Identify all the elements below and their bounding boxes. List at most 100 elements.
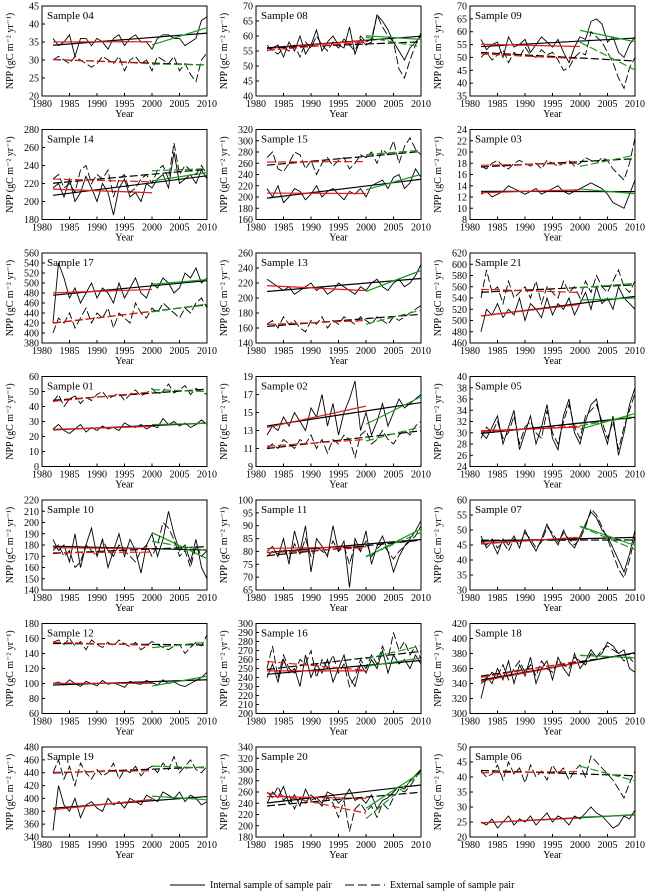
y-tick-label: 20 [29,432,39,443]
y-tick-label: 24 [457,462,467,473]
x-tick-label: 1985 [274,99,294,110]
x-tick-label: 1995 [115,470,135,481]
y-tick-label: 30 [457,428,467,439]
x-axis-label: Year [115,480,134,491]
trend-late-line [151,675,207,687]
panel-data [480,137,635,209]
x-tick-label: 1985 [488,717,508,728]
x-tick-label: 2010 [625,470,645,481]
x-tick-label: 1985 [60,840,80,851]
x-axis-label: Year [543,850,562,861]
y-tick-label: 40 [457,773,467,784]
series-external-line [266,13,421,80]
y-axis-label: NPP (gC m⁻² yr⁻¹) [219,260,230,336]
x-tick-label: 1990 [301,593,321,604]
y-tick-label: 260 [238,788,253,799]
y-tick-label: 480 [24,743,39,754]
trend-early-line [52,551,153,554]
x-tick-label: 1995 [329,223,349,234]
y-tick-label: 160 [238,215,253,226]
y-tick-label: 16 [457,170,467,181]
x-tick-label: 1990 [301,840,321,851]
y-tick-label: 40 [29,20,39,31]
panel-title: Sample 06 [475,751,522,763]
panel-title: Sample 07 [475,504,522,516]
y-axis-label: NPP (gC m⁻² yr⁻¹) [219,754,230,830]
panel-1: 1980 1985 1990 1995 2000 2005 2010 20 25 30 35 40 45… [5,2,217,121]
trend-early-line [266,792,367,814]
trend-late-line [365,771,421,820]
y-tick-label: 24 [457,125,467,136]
y-tick-label: 150 [24,574,39,585]
x-tick-label: 2005 [384,593,404,604]
y-tick-label: 60 [457,27,467,38]
x-tick-label: 1990 [301,470,321,481]
series-internal-line [266,519,421,588]
trend-late-line [151,168,207,172]
trend-late-line [151,422,207,426]
y-tick-label: 420 [24,781,39,792]
y-tick-label: 340 [238,743,253,754]
panel-17: 1980 1985 1990 1995 2000 2005 2010 200210220230… [219,619,431,738]
y-tick-label: 180 [24,619,39,630]
panel-data [266,380,421,460]
panel-16: 1980 1985 1990 1995 2000 2005 2010 60 80 100 120 14… [5,619,217,738]
y-tick-label: 260 [24,143,39,154]
x-tick-label: 1985 [60,346,80,357]
y-axis-label: NPP (gC m⁻² yr⁻¹) [5,136,16,212]
trend-late-line [151,26,207,46]
trend-full-line [52,795,207,809]
trend-early-line [52,178,153,183]
panel-data [52,142,207,216]
panel-19: 1980 1985 1990 1995 2000 2005 2010 340 360 380 400… [5,743,217,862]
x-axis-label: Year [115,727,134,738]
x-tick-label: 1985 [488,840,508,851]
panel-data [52,262,207,334]
x-tick-label: 1990 [301,717,321,728]
y-tick-label: 540 [452,294,467,305]
x-tick-label: 2005 [384,99,404,110]
panel-title: Sample 16 [261,628,308,640]
trend-early-line [266,547,367,554]
x-tick-label: 1985 [60,717,80,728]
x-axis-label: Year [543,356,562,367]
y-tick-label: 50 [457,53,467,64]
panel-12: 1980 1985 1990 1995 2000 2005 2010 242628303234… [433,372,645,491]
x-tick-label: 2010 [625,99,645,110]
series-external-line [480,30,635,90]
y-tick-label: 28 [457,440,467,451]
y-tick-label: 240 [238,170,253,181]
trend-late-line [365,771,421,809]
y-tick-label: 30 [457,803,467,814]
panel-10: 1980 1985 1990 1995 2000 2005 2010 0 10 20 30 40 50 6… [5,372,217,491]
panel-data [52,16,207,83]
y-tick-label: 40 [457,556,467,567]
panel-5: 1980 1985 1990 1995 2000 2005 2010 160180200220… [219,125,431,244]
y-tick-label: 95 [243,508,253,519]
y-tick-label: 400 [24,329,39,340]
y-axis-label: NPP (gC m⁻² yr⁻¹) [433,136,444,212]
x-tick-label: 1995 [543,593,563,604]
x-tick-label: 1990 [87,223,107,234]
y-tick-label: 200 [238,821,253,832]
x-tick-label: 1980 [246,99,266,110]
x-tick-label: 2000 [356,470,376,481]
panel-20: 1980 1985 1990 1995 2000 2005 2010 180200220240… [219,743,431,862]
x-tick-label: 2005 [170,223,190,234]
panel-title: Sample 11 [261,504,307,516]
x-axis-label: Year [543,109,562,120]
x-axis-label: Year [329,233,348,244]
y-axis-label: NPP (gC m⁻² yr⁻¹) [433,13,444,89]
panel-title: Sample 01 [47,381,94,393]
y-tick-label: 580 [452,271,467,282]
x-tick-label: 2000 [570,223,590,234]
panel-title: Sample 05 [475,381,522,393]
trend-late-line [579,525,635,551]
trend-late-line [365,269,421,292]
x-tick-label: 1985 [488,346,508,357]
x-tick-label: 2010 [411,593,431,604]
panel-title: Sample 12 [47,628,94,640]
trend-late-line [365,528,421,558]
panel-title: Sample 08 [261,10,308,22]
